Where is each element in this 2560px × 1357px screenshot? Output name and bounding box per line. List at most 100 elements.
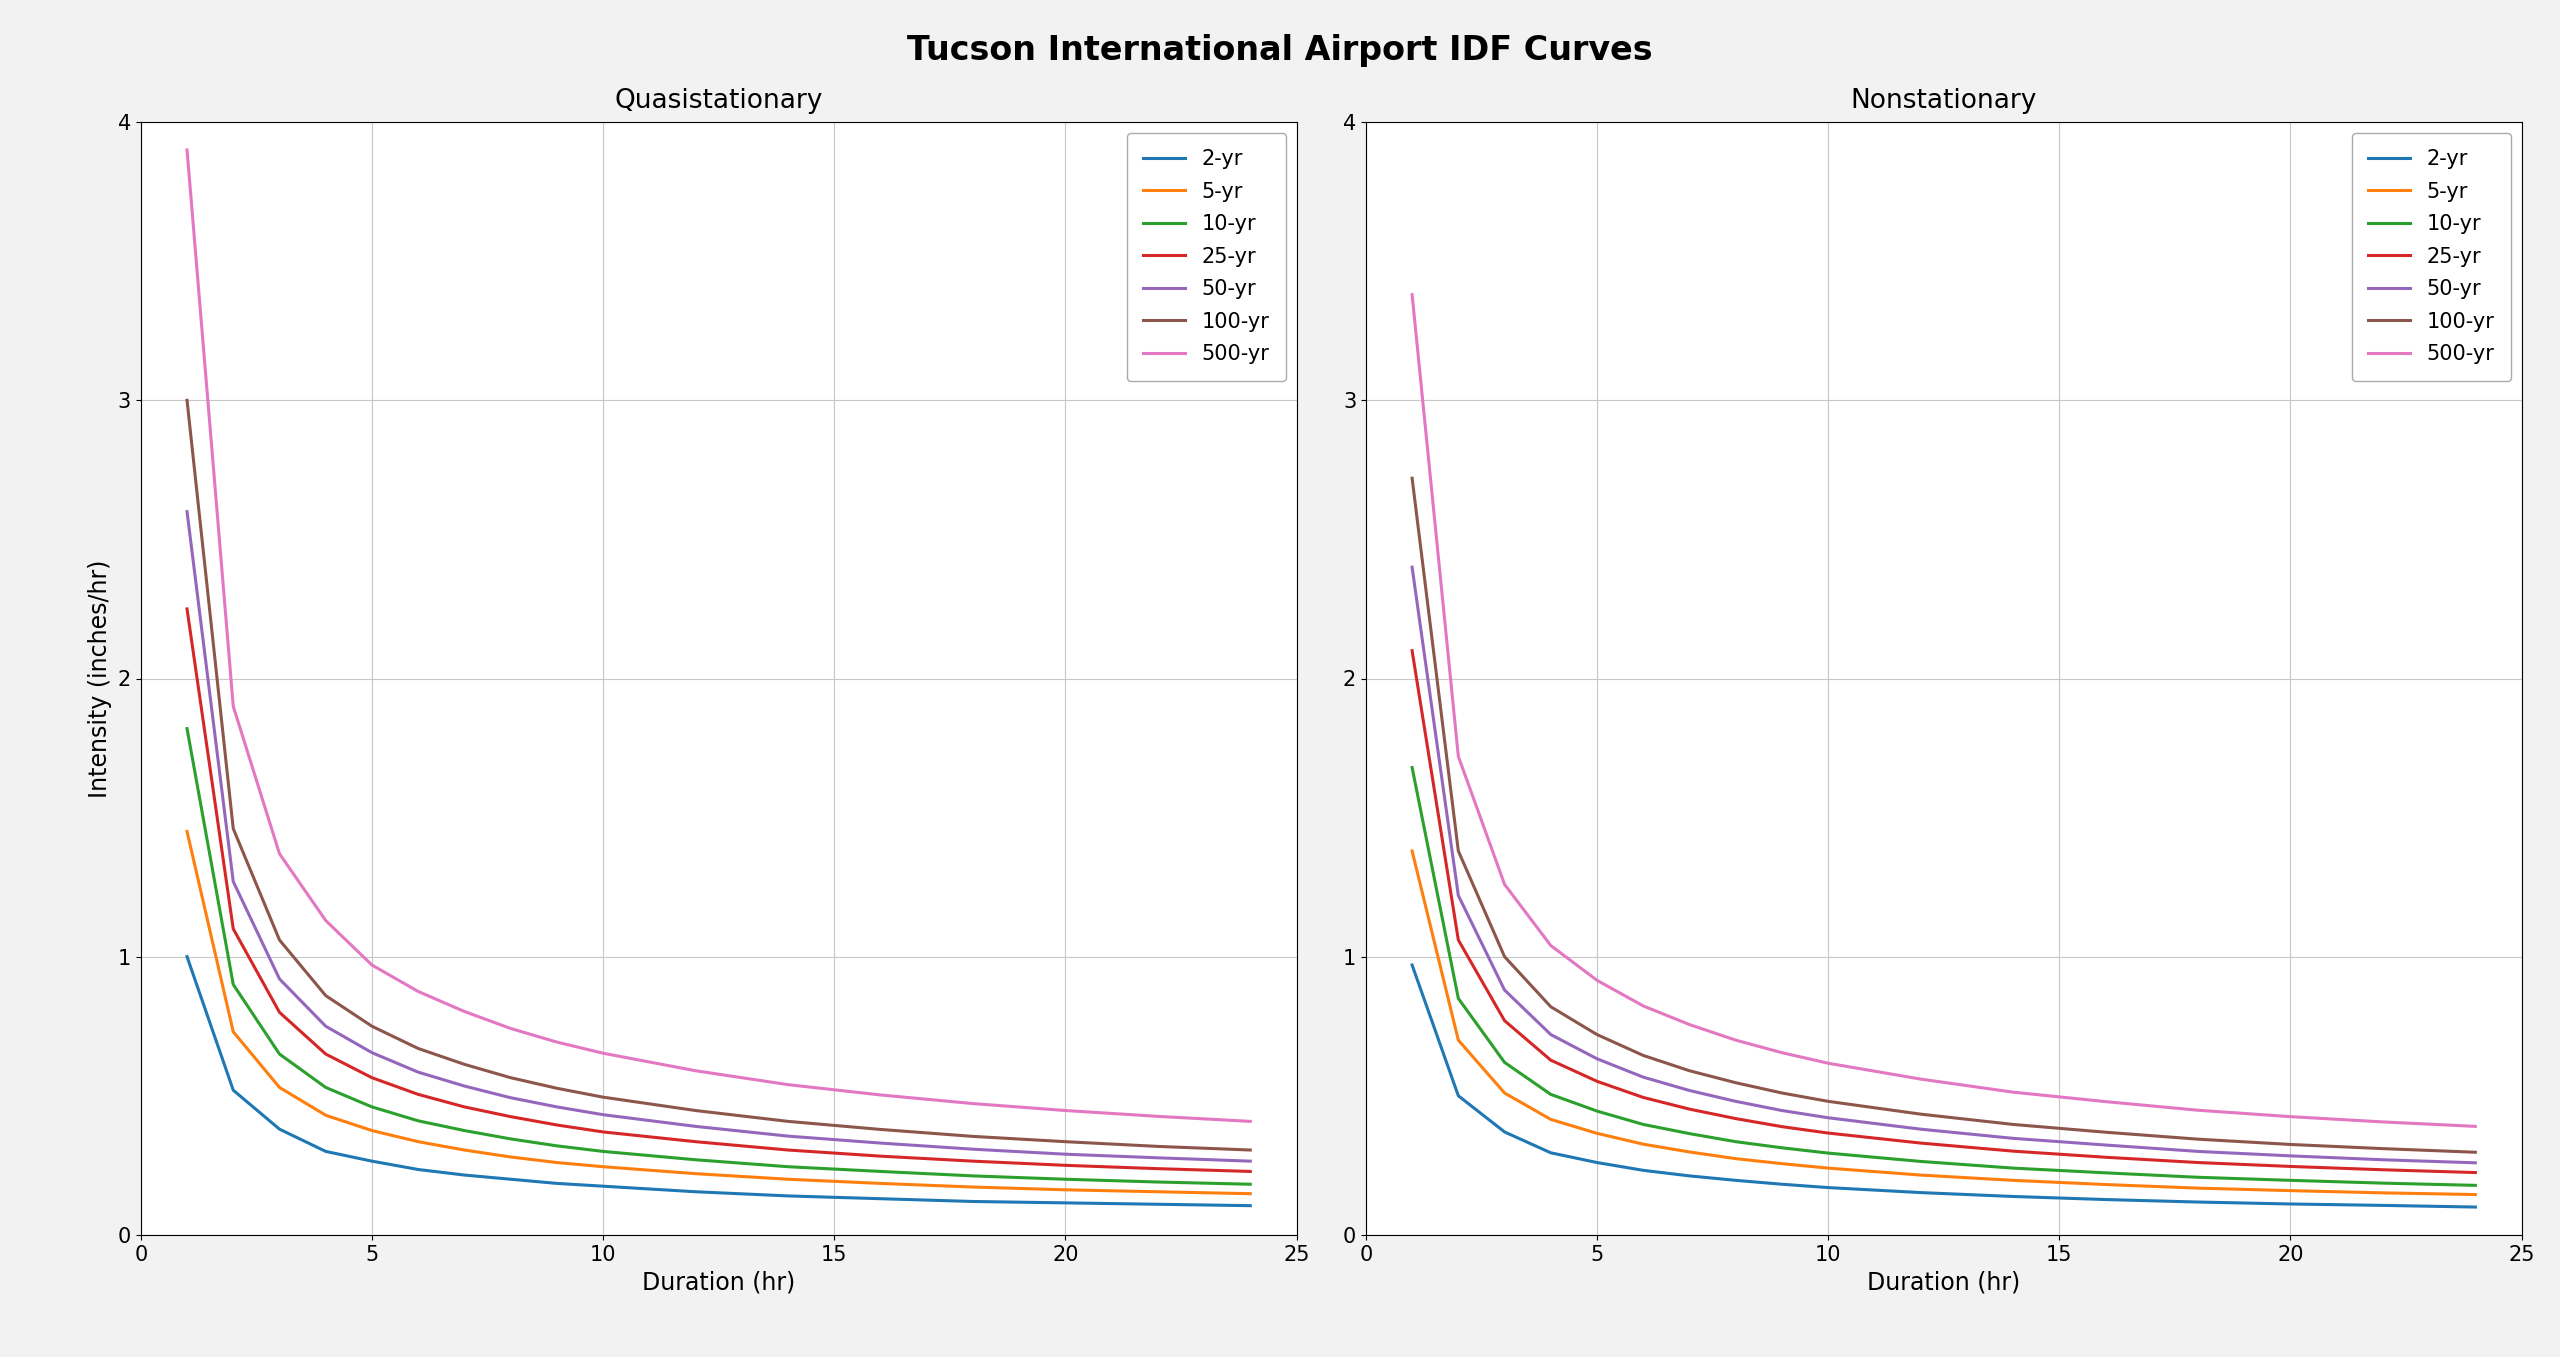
25-yr [1812, 1125, 1843, 1141]
50-yr [448, 1077, 479, 1094]
5-yr [2184, 1181, 2214, 1197]
100-yr [218, 821, 248, 837]
5-yr [1142, 1183, 1172, 1200]
500-yr [1766, 1045, 1797, 1061]
X-axis label: Duration (hr): Duration (hr) [1866, 1270, 2020, 1295]
10-yr [957, 1168, 988, 1185]
2-yr [2460, 1200, 2491, 1216]
500-yr [310, 912, 340, 928]
100-yr [957, 1128, 988, 1144]
10-yr [310, 1079, 340, 1095]
25-yr [1720, 1110, 1751, 1126]
100-yr [773, 1113, 804, 1129]
500-yr [1050, 1102, 1080, 1118]
100-yr [2368, 1140, 2399, 1156]
50-yr [1398, 559, 1428, 575]
Line: 2-yr: 2-yr [187, 957, 1249, 1205]
50-yr [1812, 1110, 1843, 1126]
100-yr [356, 1018, 387, 1034]
2-yr [356, 1153, 387, 1170]
5-yr [1582, 1125, 1613, 1141]
2-yr [1812, 1179, 1843, 1196]
500-yr [2460, 1118, 2491, 1134]
5-yr [2368, 1185, 2399, 1201]
100-yr [2089, 1124, 2120, 1140]
5-yr [1812, 1160, 1843, 1177]
2-yr [589, 1178, 620, 1194]
500-yr [543, 1034, 573, 1050]
100-yr [264, 932, 294, 949]
2-yr [1766, 1177, 1797, 1193]
25-yr [2460, 1164, 2491, 1181]
100-yr [1444, 843, 1475, 859]
10-yr [1444, 991, 1475, 1007]
2-yr [773, 1187, 804, 1204]
50-yr [957, 1141, 988, 1158]
25-yr [957, 1153, 988, 1170]
50-yr [1490, 982, 1521, 999]
2-yr [957, 1193, 988, 1209]
25-yr [1582, 1073, 1613, 1090]
5-yr [957, 1179, 988, 1196]
2-yr [1490, 1124, 1521, 1140]
100-yr [1234, 1141, 1265, 1158]
25-yr [1050, 1158, 1080, 1174]
25-yr [773, 1141, 804, 1158]
100-yr [1628, 1048, 1659, 1064]
2-yr [1536, 1145, 1567, 1162]
100-yr [2184, 1130, 2214, 1147]
50-yr [1142, 1149, 1172, 1166]
2-yr [402, 1162, 433, 1178]
100-yr [1050, 1133, 1080, 1149]
25-yr [543, 1117, 573, 1133]
5-yr [865, 1175, 896, 1191]
50-yr [1050, 1147, 1080, 1163]
500-yr [1720, 1031, 1751, 1048]
500-yr [1444, 748, 1475, 764]
2-yr [172, 949, 202, 965]
5-yr [402, 1133, 433, 1149]
100-yr [1720, 1075, 1751, 1091]
10-yr [2276, 1172, 2307, 1189]
10-yr [681, 1152, 712, 1168]
2-yr [2276, 1196, 2307, 1212]
2-yr [218, 1082, 248, 1098]
50-yr [218, 874, 248, 890]
Line: 10-yr: 10-yr [187, 729, 1249, 1185]
100-yr [448, 1056, 479, 1072]
5-yr [218, 1023, 248, 1039]
50-yr [589, 1106, 620, 1122]
2-yr [1234, 1197, 1265, 1213]
25-yr [1674, 1101, 1705, 1117]
25-yr [1234, 1163, 1265, 1179]
50-yr [543, 1099, 573, 1115]
5-yr [2276, 1182, 2307, 1198]
10-yr [589, 1143, 620, 1159]
25-yr [1628, 1090, 1659, 1106]
5-yr [1536, 1111, 1567, 1128]
50-yr [1997, 1130, 2028, 1147]
500-yr [589, 1045, 620, 1061]
5-yr [2460, 1186, 2491, 1202]
500-yr [1674, 1016, 1705, 1033]
2-yr [1582, 1155, 1613, 1171]
10-yr [1905, 1153, 1935, 1170]
25-yr [310, 1046, 340, 1063]
100-yr [1674, 1063, 1705, 1079]
10-yr [1490, 1054, 1521, 1071]
50-yr [1905, 1121, 1935, 1137]
50-yr [2368, 1152, 2399, 1168]
5-yr [310, 1107, 340, 1124]
5-yr [172, 824, 202, 840]
50-yr [494, 1090, 525, 1106]
50-yr [356, 1045, 387, 1061]
Line: 500-yr: 500-yr [1413, 294, 2476, 1126]
2-yr [865, 1190, 896, 1206]
5-yr [264, 1079, 294, 1095]
500-yr [1536, 938, 1567, 954]
25-yr [1536, 1052, 1567, 1068]
500-yr [957, 1095, 988, 1111]
25-yr [2276, 1159, 2307, 1175]
5-yr [494, 1149, 525, 1166]
500-yr [2368, 1114, 2399, 1130]
